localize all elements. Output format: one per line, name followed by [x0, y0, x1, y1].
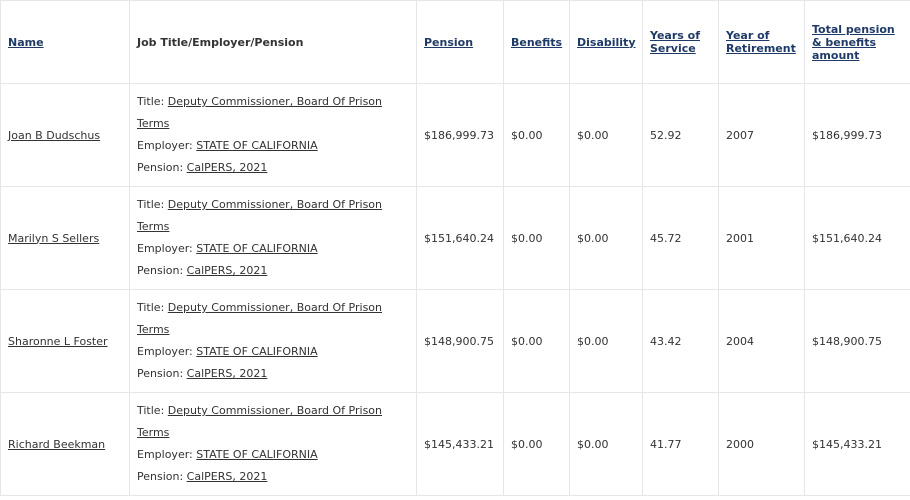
year-of-retirement-cell: 2004: [718, 289, 805, 393]
disability-cell: $0.00: [569, 392, 643, 496]
years-of-service-cell: 43.42: [642, 289, 719, 393]
disability-cell: $0.00: [569, 186, 643, 290]
sort-name-link[interactable]: Name: [8, 35, 44, 49]
employer-prefix: Employer:: [137, 345, 197, 358]
title-prefix: Title:: [137, 404, 168, 417]
job-title-line: Title: Deputy Commissioner, Board Of Pri…: [137, 400, 409, 444]
person-name-link[interactable]: Sharonne L Foster: [8, 334, 108, 348]
header-job: Job Title/Employer/Pension: [129, 0, 417, 84]
header-name[interactable]: Name: [0, 0, 130, 84]
years-of-service-cell: 52.92: [642, 83, 719, 187]
benefits-cell: $0.00: [503, 289, 570, 393]
years-of-service-cell: 41.77: [642, 392, 719, 496]
employer-link[interactable]: STATE OF CALIFORNIA: [196, 345, 318, 358]
pension-line: Pension: CalPERS, 2021: [137, 363, 409, 385]
pension-cell: $148,900.75: [416, 289, 504, 393]
employer-line: Employer: STATE OF CALIFORNIA: [137, 444, 409, 466]
sort-benefits-link[interactable]: Benefits: [511, 35, 563, 49]
name-cell: Joan B Dudschus: [0, 83, 130, 187]
header-years-of-service[interactable]: Years of Service: [642, 0, 719, 84]
pension-plan-link[interactable]: CalPERS, 2021: [186, 470, 268, 483]
employer-line: Employer: STATE OF CALIFORNIA: [137, 238, 409, 260]
sort-year-of-retirement-link[interactable]: Year of Retirement: [726, 29, 796, 55]
disability-cell: $0.00: [569, 83, 643, 187]
year-of-retirement-cell: 2000: [718, 392, 805, 496]
person-name-link[interactable]: Marilyn S Sellers: [8, 231, 100, 245]
job-cell: Title: Deputy Commissioner, Board Of Pri…: [129, 289, 417, 393]
years-of-service-cell: 45.72: [642, 186, 719, 290]
benefits-cell: $0.00: [503, 186, 570, 290]
name-cell: Marilyn S Sellers: [0, 186, 130, 290]
header-row: Name Job Title/Employer/Pension Pension …: [0, 0, 910, 84]
employer-link[interactable]: STATE OF CALIFORNIA: [196, 448, 318, 461]
header-total[interactable]: Total pension & benefits amount: [804, 0, 910, 84]
sort-pension-link[interactable]: Pension: [424, 35, 474, 49]
sort-disability-link[interactable]: Disability: [577, 35, 636, 49]
table-row: Joan B Dudschus Title: Deputy Commission…: [0, 83, 910, 187]
job-title-link[interactable]: Deputy Commissioner, Board Of Prison Ter…: [137, 198, 382, 233]
person-name-link[interactable]: Joan B Dudschus: [8, 128, 101, 142]
pension-line: Pension: CalPERS, 2021: [137, 466, 409, 488]
pension-plan-link[interactable]: CalPERS, 2021: [186, 367, 268, 380]
person-name-link[interactable]: Richard Beekman: [8, 437, 106, 451]
name-cell: Sharonne L Foster: [0, 289, 130, 393]
pension-prefix: Pension:: [137, 470, 187, 483]
pension-cell: $145,433.21: [416, 392, 504, 496]
pension-cell: $186,999.73: [416, 83, 504, 187]
total-cell: $186,999.73: [804, 83, 910, 187]
job-title-link[interactable]: Deputy Commissioner, Board Of Prison Ter…: [137, 95, 382, 130]
table-row: Richard Beekman Title: Deputy Commission…: [0, 392, 910, 496]
sort-total-link[interactable]: Total pension & benefits amount: [812, 22, 895, 62]
pension-prefix: Pension:: [137, 367, 187, 380]
job-title-line: Title: Deputy Commissioner, Board Of Pri…: [137, 297, 409, 341]
employer-line: Employer: STATE OF CALIFORNIA: [137, 341, 409, 363]
employer-prefix: Employer:: [137, 139, 197, 152]
sort-years-of-service-link[interactable]: Years of Service: [650, 29, 700, 55]
employer-prefix: Employer:: [137, 242, 197, 255]
pension-cell: $151,640.24: [416, 186, 504, 290]
header-disability[interactable]: Disability: [569, 0, 643, 84]
employer-prefix: Employer:: [137, 448, 197, 461]
year-of-retirement-cell: 2001: [718, 186, 805, 290]
pension-prefix: Pension:: [137, 264, 187, 277]
header-year-of-retirement[interactable]: Year of Retirement: [718, 0, 805, 84]
pension-prefix: Pension:: [137, 161, 187, 174]
employer-line: Employer: STATE OF CALIFORNIA: [137, 135, 409, 157]
job-cell: Title: Deputy Commissioner, Board Of Pri…: [129, 392, 417, 496]
table-row: Marilyn S Sellers Title: Deputy Commissi…: [0, 186, 910, 290]
benefits-cell: $0.00: [503, 392, 570, 496]
header-pension[interactable]: Pension: [416, 0, 504, 84]
job-title-line: Title: Deputy Commissioner, Board Of Pri…: [137, 194, 409, 238]
total-cell: $151,640.24: [804, 186, 910, 290]
year-of-retirement-cell: 2007: [718, 83, 805, 187]
job-title-link[interactable]: Deputy Commissioner, Board Of Prison Ter…: [137, 404, 382, 439]
employer-link[interactable]: STATE OF CALIFORNIA: [196, 139, 318, 152]
job-cell: Title: Deputy Commissioner, Board Of Pri…: [129, 186, 417, 290]
title-prefix: Title:: [137, 301, 168, 314]
employer-link[interactable]: STATE OF CALIFORNIA: [196, 242, 318, 255]
title-prefix: Title:: [137, 198, 168, 211]
job-title-line: Title: Deputy Commissioner, Board Of Pri…: [137, 91, 409, 135]
total-cell: $148,900.75: [804, 289, 910, 393]
pension-line: Pension: CalPERS, 2021: [137, 157, 409, 179]
name-cell: Richard Beekman: [0, 392, 130, 496]
job-title-link[interactable]: Deputy Commissioner, Board Of Prison Ter…: [137, 301, 382, 336]
pension-plan-link[interactable]: CalPERS, 2021: [186, 161, 268, 174]
disability-cell: $0.00: [569, 289, 643, 393]
total-cell: $145,433.21: [804, 392, 910, 496]
pension-line: Pension: CalPERS, 2021: [137, 260, 409, 282]
pension-plan-link[interactable]: CalPERS, 2021: [186, 264, 268, 277]
title-prefix: Title:: [137, 95, 168, 108]
table-row: Sharonne L Foster Title: Deputy Commissi…: [0, 289, 910, 393]
benefits-cell: $0.00: [503, 83, 570, 187]
job-cell: Title: Deputy Commissioner, Board Of Pri…: [129, 83, 417, 187]
header-benefits[interactable]: Benefits: [503, 0, 570, 84]
